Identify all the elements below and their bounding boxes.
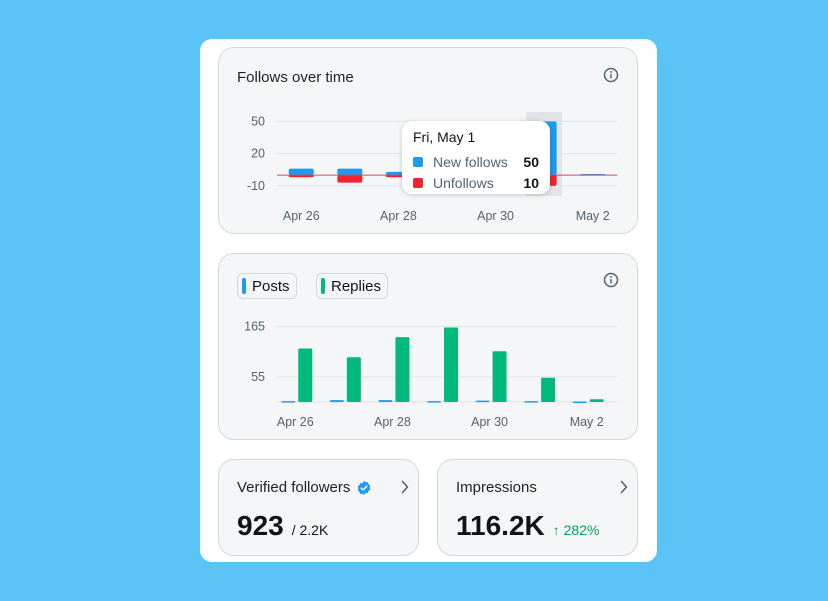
tooltip-date: Fri, May 1 <box>413 129 476 145</box>
posts-bar <box>281 401 296 403</box>
replies-legend-swatch <box>321 278 325 294</box>
verified-badge-icon <box>358 480 371 495</box>
posts-legend-swatch <box>242 278 246 294</box>
impressions-count: 116.2K <box>456 510 545 541</box>
posts-bar <box>572 401 587 404</box>
posts-bar <box>524 401 539 403</box>
posts-replies-chart: 165 55 Apr 26 Apr 28 Apr 30 May 2 <box>244 320 617 429</box>
y-tick-label: 20 <box>251 147 265 161</box>
follows-tooltip: Fri, May 1 New follows 50 Unfollows 10 <box>402 121 550 194</box>
y-tick-label: 50 <box>251 114 265 128</box>
unfollows-swatch <box>413 177 423 188</box>
total-followers: / 2.2K <box>291 522 329 538</box>
replies-bar <box>541 377 556 402</box>
verified-followers-value: 923 / 2.2K <box>237 510 328 542</box>
impressions-card[interactable]: Impressions 116.2K ↑ 282% <box>437 459 638 556</box>
posts-bar <box>378 400 393 402</box>
new-follows-bar <box>288 168 314 176</box>
replies-bar <box>492 351 507 402</box>
legend-posts[interactable]: Posts <box>237 273 297 299</box>
legend-replies[interactable]: Replies <box>316 273 389 299</box>
x-tick-label: Apr 26 <box>283 209 320 223</box>
x-tick-label: Apr 28 <box>380 209 417 223</box>
y-tick-label: -10 <box>247 179 265 193</box>
replies-bar <box>346 357 361 402</box>
verified-followers-count: 923 <box>237 510 284 541</box>
tooltip-label: Unfollows <box>433 174 494 191</box>
impressions-label: Impressions <box>456 479 537 496</box>
x-tick-label: Apr 30 <box>477 209 514 223</box>
x-tick-label: May 2 <box>570 415 604 429</box>
chevron-right-icon[interactable] <box>619 480 629 494</box>
tooltip-row-unfollows: Unfollows 10 <box>413 172 539 193</box>
tooltip-label: New follows <box>433 153 508 170</box>
new-follows-bar <box>337 168 363 176</box>
x-tick-label: Apr 26 <box>277 415 314 429</box>
tooltip-row-new-follows: New follows 50 <box>413 151 539 172</box>
posts-bar <box>427 401 441 403</box>
follows-card-title: Follows over time <box>237 69 354 86</box>
analytics-panel: Follows over time 50 20 -10 Apr 26 Apr 28 Apr… <box>200 39 657 562</box>
legend-posts-label: Posts <box>252 277 290 295</box>
verified-followers-card[interactable]: Verified followers 923 / 2.2K <box>218 459 419 556</box>
y-tick-label: 165 <box>244 320 265 334</box>
follows-over-time-card: Follows over time 50 20 -10 Apr 26 Apr 28 Apr… <box>218 47 638 234</box>
impressions-change: ↑ 282% <box>552 522 600 538</box>
posts-bar <box>475 400 490 403</box>
tooltip-value: 10 <box>523 174 539 191</box>
replies-bar <box>444 327 458 402</box>
y-tick-label: 55 <box>251 370 265 384</box>
info-icon[interactable] <box>603 272 619 288</box>
posts-bar <box>329 400 344 402</box>
verified-followers-title: Verified followers <box>237 479 372 496</box>
new-follows-swatch <box>413 156 423 167</box>
replies-bar <box>395 337 410 402</box>
replies-bar <box>298 348 313 402</box>
verified-followers-label: Verified followers <box>237 479 351 496</box>
info-icon[interactable] <box>603 67 619 83</box>
chevron-right-icon[interactable] <box>400 480 410 494</box>
x-tick-label: Apr 30 <box>471 415 508 429</box>
unfollows-bar <box>337 175 363 183</box>
x-tick-label: May 2 <box>576 209 610 223</box>
impressions-title: Impressions <box>456 479 537 496</box>
tooltip-value: 50 <box>523 153 539 170</box>
unfollows-bar <box>288 175 314 178</box>
impressions-value: 116.2K ↑ 282% <box>456 510 599 542</box>
x-tick-label: Apr 28 <box>374 415 411 429</box>
posts-replies-card: Posts Replies 165 55 Apr 26 Apr 28 Apr 30 May… <box>218 253 638 440</box>
replies-bar <box>589 399 604 402</box>
legend-replies-label: Replies <box>331 277 382 295</box>
